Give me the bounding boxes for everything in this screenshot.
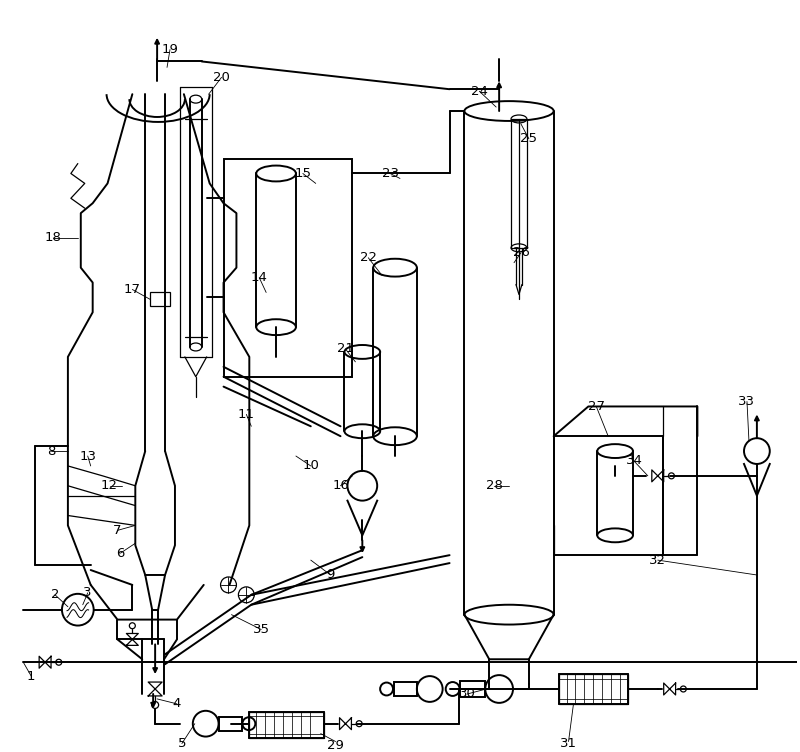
Text: 25: 25 (520, 132, 538, 145)
Text: 23: 23 (382, 167, 398, 180)
Text: 24: 24 (471, 85, 488, 98)
Text: 3: 3 (83, 587, 92, 599)
Text: 9: 9 (326, 569, 334, 581)
Text: 35: 35 (253, 623, 270, 636)
Bar (558, 674, 628, 704)
Text: 29: 29 (327, 739, 344, 752)
Text: 1: 1 (27, 669, 35, 683)
Text: 7: 7 (114, 524, 122, 537)
Text: 17: 17 (124, 283, 141, 296)
Text: 2: 2 (50, 588, 59, 602)
Text: 30: 30 (459, 687, 476, 700)
Bar (250, 712, 324, 738)
Text: 14: 14 (250, 271, 268, 284)
Text: 32: 32 (650, 553, 666, 566)
Bar (394, 682, 417, 696)
Text: 33: 33 (738, 395, 755, 408)
Text: 26: 26 (513, 247, 530, 259)
Text: 19: 19 (162, 43, 178, 56)
Text: 18: 18 (45, 232, 62, 244)
Text: 16: 16 (332, 479, 349, 493)
Bar (218, 717, 242, 731)
Text: 22: 22 (360, 251, 377, 264)
Bar (223, 159, 353, 377)
Text: 28: 28 (486, 479, 502, 493)
Text: 13: 13 (79, 450, 96, 462)
Text: 20: 20 (213, 71, 230, 83)
Text: 4: 4 (173, 697, 181, 711)
Text: 11: 11 (238, 408, 255, 421)
Text: 31: 31 (560, 737, 577, 750)
Bar (460, 681, 486, 696)
Text: 15: 15 (294, 167, 311, 180)
Bar (150, 293, 170, 306)
Text: 34: 34 (626, 454, 642, 468)
Text: 5: 5 (178, 737, 186, 750)
Text: 21: 21 (337, 342, 354, 356)
Text: 12: 12 (101, 479, 118, 493)
Text: 6: 6 (116, 547, 125, 559)
Text: 27: 27 (588, 400, 605, 413)
Bar (554, 436, 662, 555)
Bar (511, 119, 527, 248)
Text: 10: 10 (302, 459, 319, 472)
Text: 8: 8 (47, 444, 55, 457)
